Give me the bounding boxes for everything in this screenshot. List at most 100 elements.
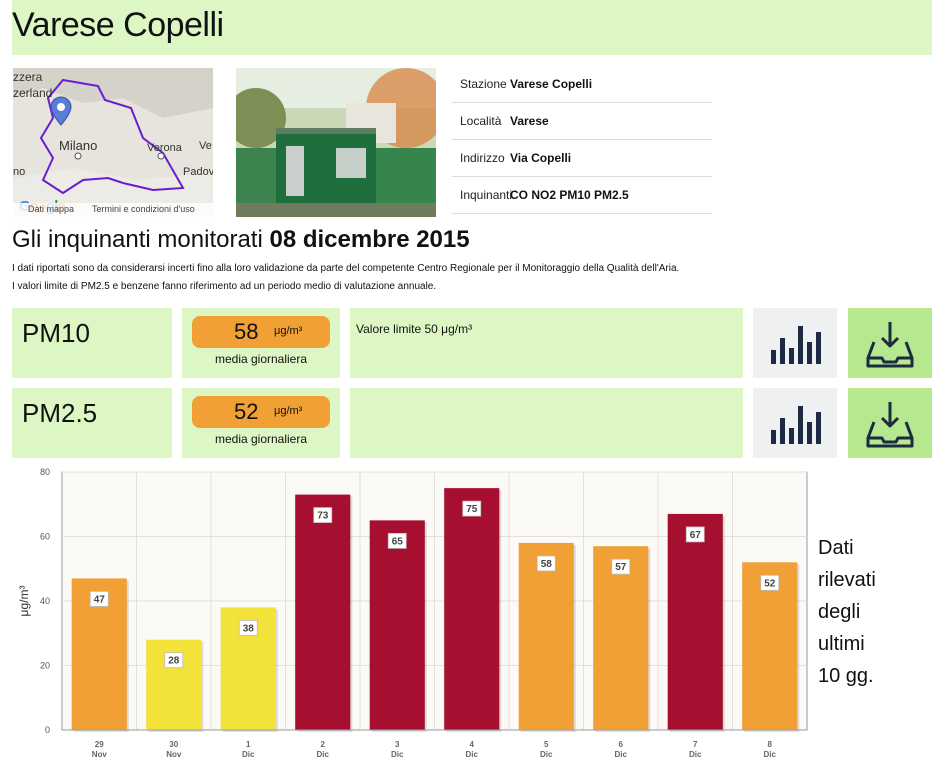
data-label-box [313, 507, 333, 523]
x-tick-label: 4 [470, 740, 475, 749]
download-tray-icon [866, 322, 914, 368]
chart-button[interactable] [753, 388, 837, 458]
bar [518, 542, 574, 730]
limit-cell: Valore limite 50 μg/m³ [350, 308, 743, 378]
pollutant-name: PM10 [22, 318, 90, 348]
map-label: zzera [13, 70, 43, 84]
data-label: 67 [690, 530, 702, 541]
x-tick-label: 29 [95, 740, 104, 749]
y-tick-label: 80 [40, 467, 50, 477]
x-tick-label: Nov [92, 750, 108, 759]
title-bar: Varese Copelli [12, 0, 932, 55]
x-tick-label: Dic [317, 750, 330, 759]
info-row-location: Località Varese [452, 103, 712, 140]
data-label: 58 [541, 559, 553, 570]
side-note-line: ultimi [818, 633, 865, 655]
x-tick-label: 2 [321, 740, 326, 749]
info-key: Località [460, 114, 502, 128]
x-tick-label: Dic [391, 750, 404, 759]
value-caption: media giornaliera [214, 432, 308, 446]
map-label: no [13, 166, 26, 178]
data-label: 38 [243, 623, 255, 634]
data-label: 73 [317, 511, 329, 522]
y-tick-label: 60 [40, 532, 50, 542]
map-label: Padov [183, 166, 213, 178]
x-tick-label: 6 [619, 740, 624, 749]
x-tick-label: 1 [246, 740, 251, 749]
map-data-link[interactable]: Dati mappa [28, 204, 75, 214]
value-badge: 52 μg/m³ [192, 396, 330, 428]
x-tick-label: Dic [466, 750, 479, 759]
bar [593, 546, 649, 730]
limit-text: Valore limite 50 μg/m³ [356, 322, 473, 336]
pollutant-name: PM2.5 [22, 398, 98, 428]
info-row-address: Indirizzo Via Copelli [452, 140, 712, 177]
region-border [39, 78, 185, 195]
station-photo [236, 68, 436, 217]
x-tick-label: Dic [540, 750, 553, 759]
value-caption: media giornaliera [214, 352, 308, 366]
x-tick-label: Nov [166, 750, 182, 759]
data-label: 57 [615, 562, 627, 573]
page-title: Varese Copelli [12, 6, 224, 44]
x-tick-label: Dic [615, 750, 628, 759]
map-label: Ve [199, 140, 212, 152]
x-tick-label: 30 [169, 740, 178, 749]
bar [369, 520, 425, 730]
bar-chart-icon [771, 326, 821, 364]
side-note-line: rilevati [818, 569, 876, 591]
x-tick-label: Dic [242, 750, 255, 759]
station-map[interactable]: zzera zerland Milano Verona Ve no Padov … [13, 68, 213, 217]
pollutant-value-cell: 58 μg/m³ media giornaliera [182, 308, 340, 378]
data-label: 47 [94, 594, 106, 605]
map-label: Verona [147, 142, 182, 154]
heading-prefix: Gli inquinanti monitorati [12, 226, 263, 253]
download-button[interactable] [848, 308, 932, 378]
data-label-box [760, 574, 780, 591]
data-label: 28 [168, 656, 180, 667]
data-label-box [387, 532, 407, 549]
section-heading: Gli inquinanti monitorati 08 dicembre 20… [12, 226, 470, 254]
value-badge: 58 μg/m³ [192, 316, 330, 348]
x-tick-label: 5 [544, 740, 549, 749]
bar-chart-icon [771, 406, 821, 444]
x-tick-label: Dic [689, 750, 702, 759]
side-note-line: Dati [818, 537, 854, 559]
y-tick-label: 40 [40, 596, 50, 606]
pollutant-value-cell: 52 μg/m³ media giornaliera [182, 388, 340, 458]
map-terms-link[interactable]: Termini e condizioni d'uso [92, 204, 195, 214]
side-note-line: degli [818, 601, 861, 623]
data-label: 65 [392, 536, 404, 547]
y-tick-label: 20 [40, 661, 50, 671]
x-tick-label: Dic [764, 750, 777, 759]
data-label-box [238, 620, 258, 636]
station-info-table: Stazione Varese Copelli Località Varese … [452, 66, 712, 214]
info-key: Stazione [460, 77, 507, 91]
limit-note: I valori limite di PM2.5 e benzene fanno… [12, 281, 437, 292]
heading-date: 08 dicembre 2015 [269, 226, 470, 253]
chart-side-note: Dati rilevati degli ultimi 10 gg. [818, 532, 876, 692]
value-unit: μg/m³ [274, 325, 303, 337]
chart-button[interactable] [753, 308, 837, 378]
x-tick-label: 7 [693, 740, 698, 749]
side-note-line: 10 gg. [818, 665, 874, 687]
bar [295, 494, 351, 730]
map-pin-icon[interactable] [50, 96, 72, 126]
data-label-box [89, 591, 109, 607]
data-label-box [685, 526, 705, 543]
x-tick-label: 8 [768, 740, 773, 749]
y-tick-label: 0 [45, 725, 50, 735]
info-row-pollutants: Inquinanti CO NO2 PM10 PM2.5 [452, 177, 712, 214]
download-tray-icon [866, 402, 914, 448]
map-label: zerland [13, 86, 53, 100]
value-unit: μg/m³ [274, 405, 303, 417]
limit-cell [350, 388, 743, 458]
download-button[interactable] [848, 388, 932, 458]
info-value: Varese [510, 114, 549, 128]
value-number: 52 [234, 399, 259, 424]
info-value: CO NO2 PM10 PM2.5 [510, 188, 629, 202]
info-value: Varese Copelli [510, 77, 593, 91]
disclaimer-note: I dati riportati sono da considerarsi in… [12, 263, 680, 274]
y-axis-label: μg/m³ [17, 586, 31, 617]
